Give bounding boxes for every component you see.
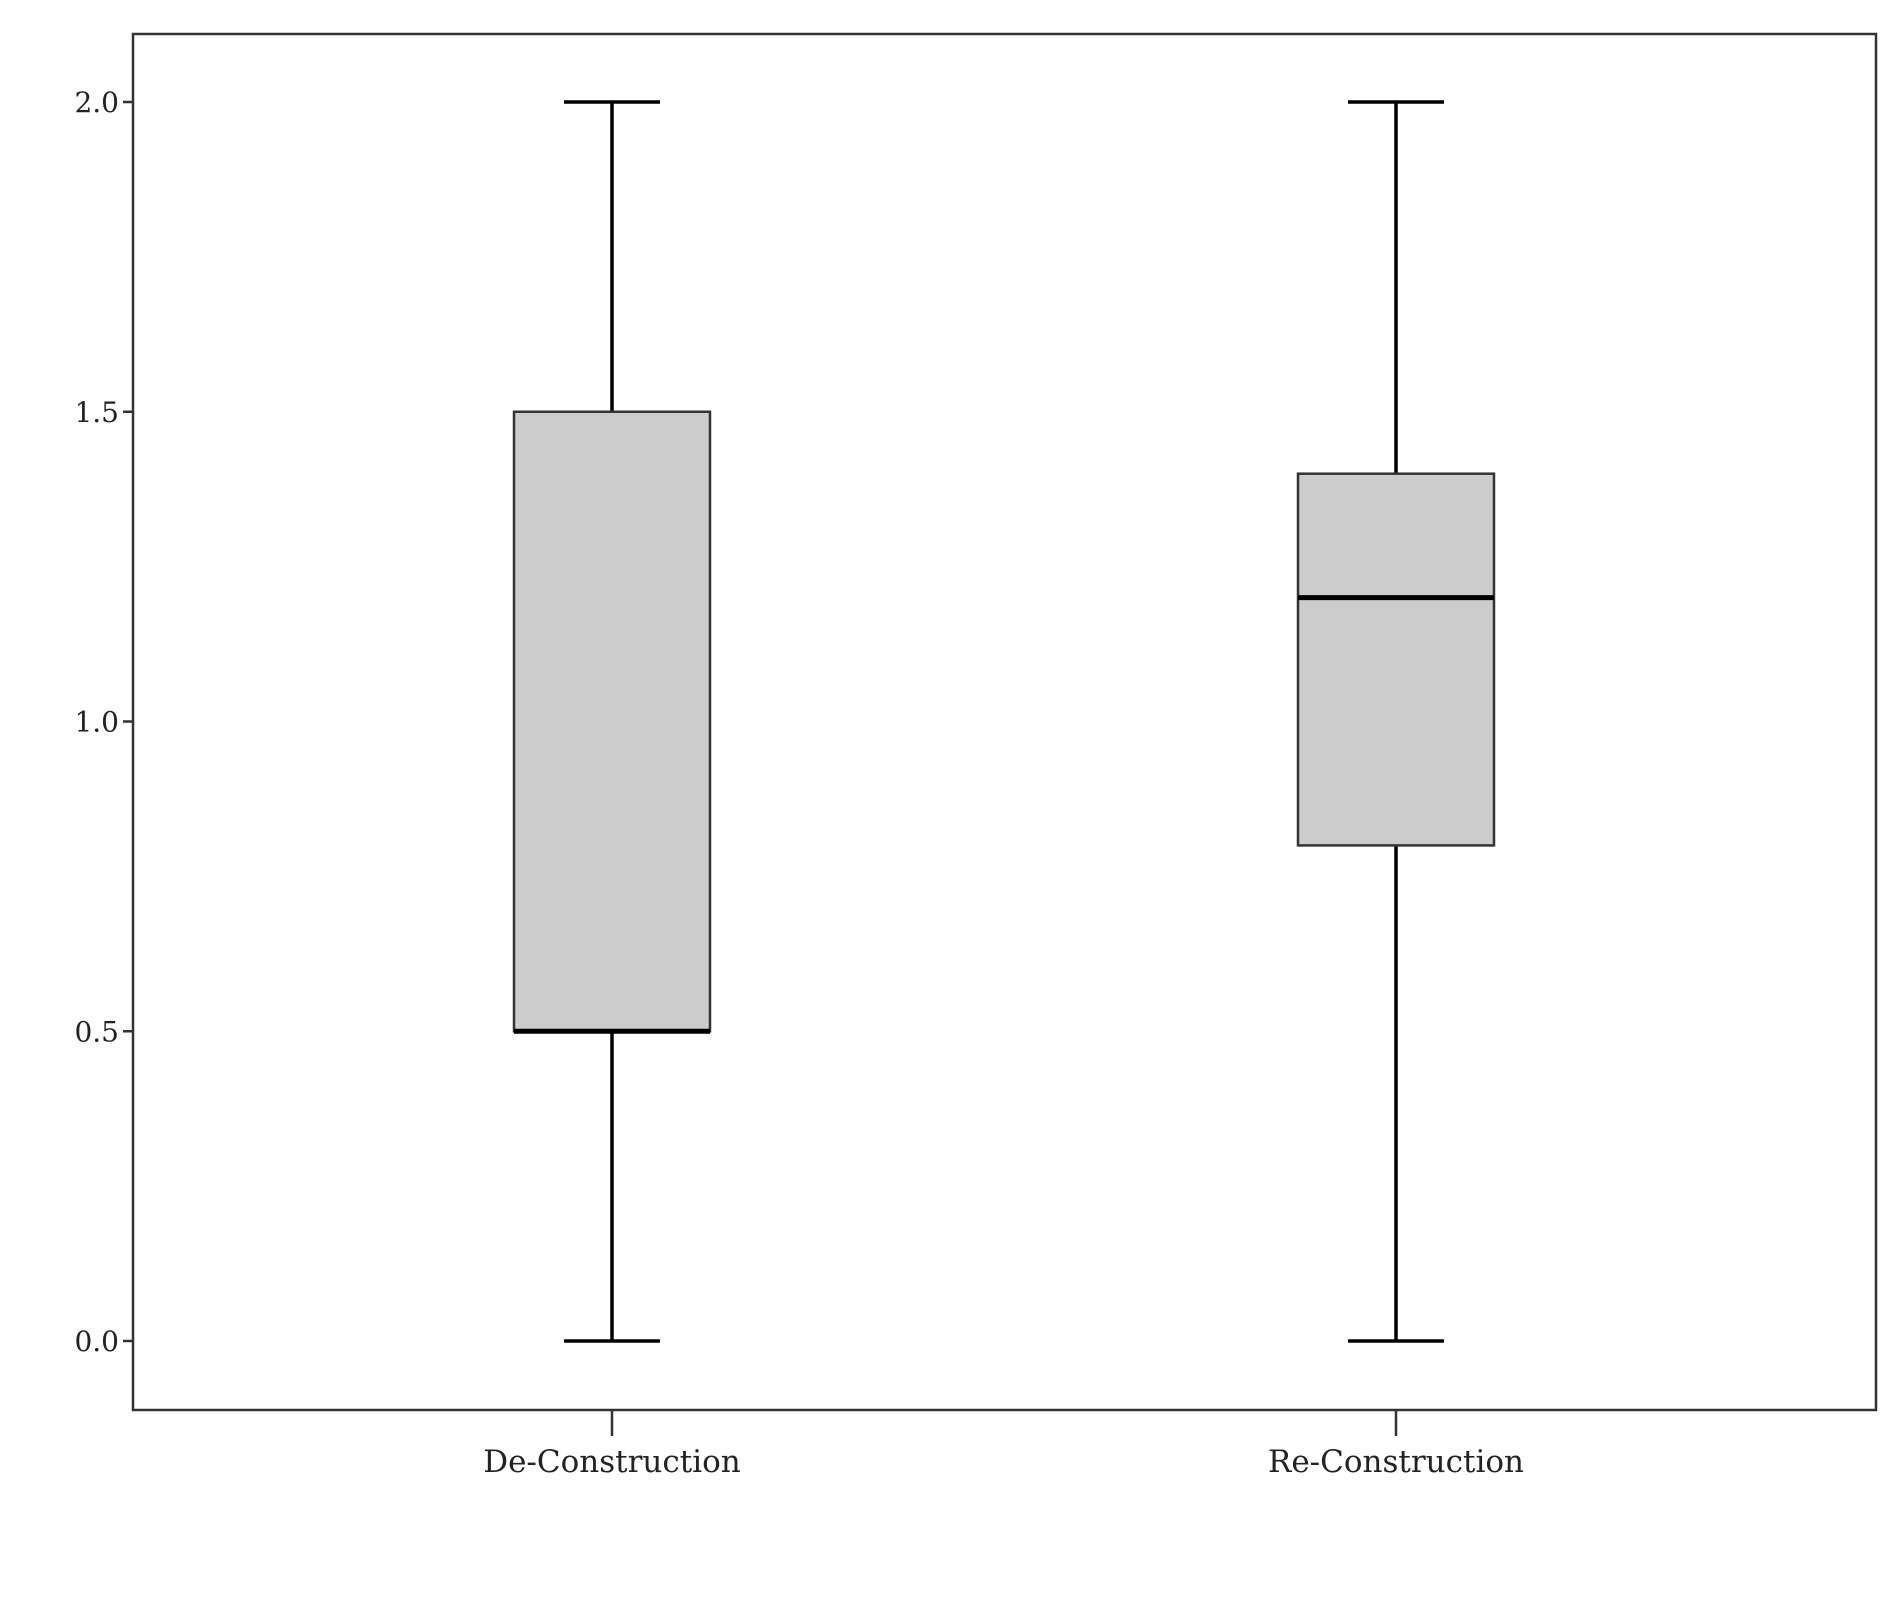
y-tick-label: 2.0 [74,86,119,119]
plot-frame [131,32,1878,1412]
boxes-layer [512,100,1496,1343]
x-category-label: De-Construction [483,1444,741,1480]
iqr-box [512,410,712,1033]
y-tick-label: 0.5 [74,1015,119,1048]
y-axis: 0.0 0.5 1.0 1.5 2.0 [74,86,133,1358]
y-tick-label: 1.5 [74,396,119,429]
iqr-box [1296,472,1496,847]
box-1 [512,100,712,1343]
y-tick-label: 0.0 [74,1325,119,1358]
x-category-label: Re-Construction [1268,1444,1524,1480]
box-2 [1296,100,1496,1343]
y-tick-label: 1.0 [74,706,119,739]
x-axis: De-Construction Re-Construction [483,1410,1524,1480]
